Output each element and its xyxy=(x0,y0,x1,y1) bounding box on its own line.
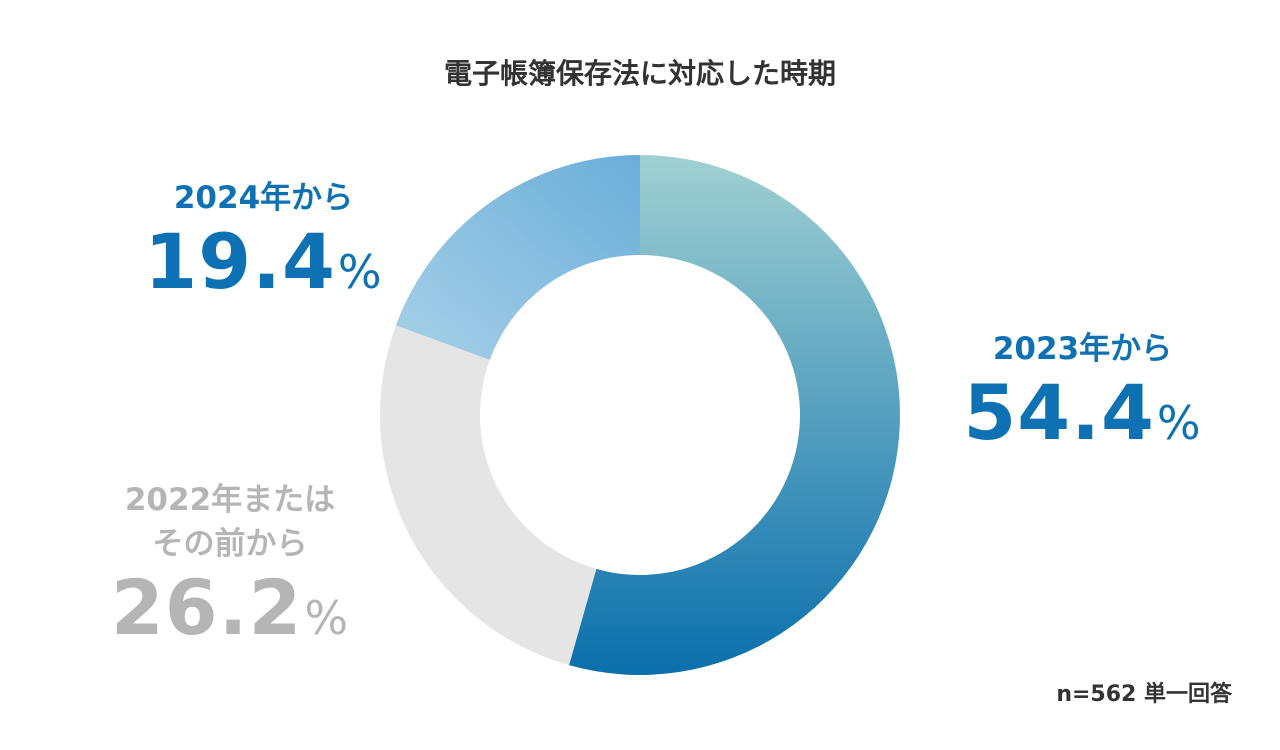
percent-unit: % xyxy=(304,591,350,645)
percent-unit: % xyxy=(337,245,383,299)
sample-note: n=562 単一回答 xyxy=(1056,682,1232,707)
slice-value-2024: 19.4% xyxy=(0,220,527,314)
label-2023: 2023年から 54.4% xyxy=(900,327,1265,465)
percent-unit: % xyxy=(1156,396,1202,450)
slice-2024 xyxy=(395,155,640,360)
label-2022-or-earlier: 2022年または その前から 26.2% xyxy=(60,478,400,660)
slice-value-2023: 54.4% xyxy=(900,371,1265,465)
slice-label-2022-line1: 2022年または xyxy=(124,482,336,518)
slice-label-2022-line2: その前から xyxy=(152,526,308,562)
chart-title: 電子帳簿保存法に対応した時期 xyxy=(443,57,836,90)
slice-label-2023: 2023年から xyxy=(992,331,1173,367)
label-2024: 2024年から 19.4% xyxy=(0,176,527,314)
slice-label-2024: 2024年から xyxy=(173,180,354,216)
value-number: 26.2 xyxy=(110,563,303,652)
slice-2023 xyxy=(569,155,900,675)
slice-2022-or-earlier xyxy=(379,325,597,666)
value-number: 54.4 xyxy=(963,368,1155,457)
slice-value-2022: 26.2% xyxy=(60,566,400,660)
value-number: 19.4 xyxy=(144,217,336,306)
